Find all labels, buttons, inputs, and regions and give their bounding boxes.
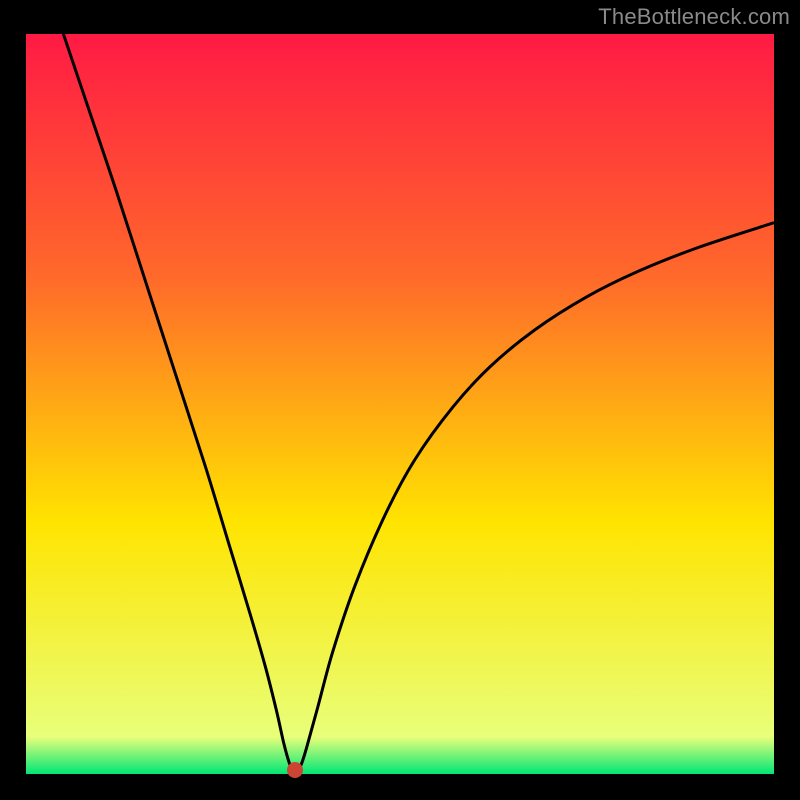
optimal-point-marker [288,763,302,777]
curve-svg [26,34,774,774]
chart-outer-frame: TheBottleneck.com [0,0,800,800]
chart-plot-area [26,34,774,774]
watermark-text: TheBottleneck.com [598,4,790,30]
bottleneck-curve [63,34,774,772]
